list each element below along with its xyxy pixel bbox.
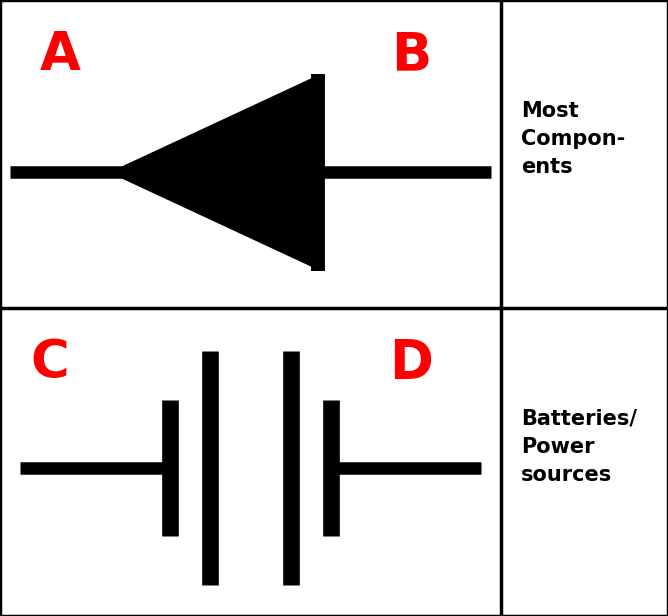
Text: B: B bbox=[391, 30, 431, 81]
Text: A: A bbox=[39, 30, 81, 81]
Text: C: C bbox=[31, 338, 69, 389]
Text: Batteries/
Power
sources: Batteries/ Power sources bbox=[521, 408, 637, 485]
Polygon shape bbox=[126, 86, 311, 259]
Text: D: D bbox=[389, 338, 433, 389]
Text: Most
Compon-
ents: Most Compon- ents bbox=[521, 100, 625, 177]
